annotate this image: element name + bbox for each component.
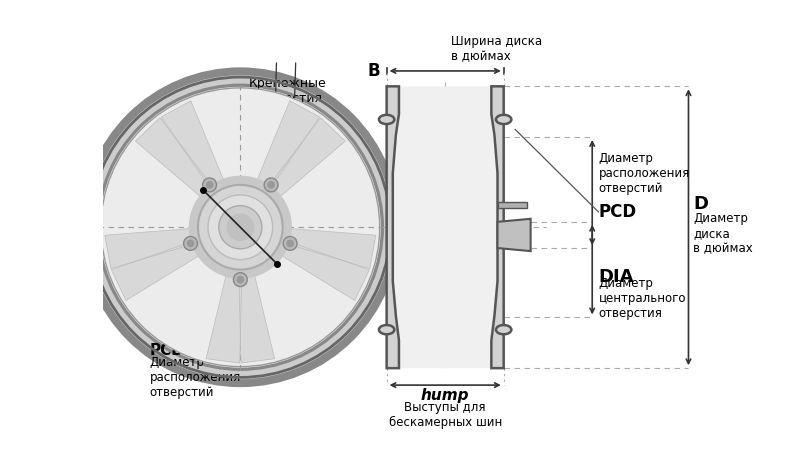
Text: Крепежные
отверстия: Крепежные отверстия: [249, 77, 327, 105]
Circle shape: [219, 206, 262, 249]
Circle shape: [227, 213, 254, 241]
Circle shape: [286, 239, 294, 248]
Text: Ширина диска
в дюймах: Ширина диска в дюймах: [451, 35, 542, 63]
Circle shape: [233, 273, 247, 287]
Polygon shape: [161, 101, 224, 189]
Polygon shape: [257, 101, 320, 189]
Polygon shape: [492, 86, 504, 368]
Text: B: B: [368, 62, 381, 80]
Circle shape: [90, 77, 390, 378]
Text: ET: ET: [408, 205, 431, 223]
Ellipse shape: [496, 325, 511, 334]
Circle shape: [264, 178, 278, 192]
Ellipse shape: [379, 115, 394, 124]
Text: Диаметр
диска
в дюймах: Диаметр диска в дюймах: [693, 212, 752, 255]
Polygon shape: [112, 241, 201, 301]
Text: Диаметр
расположения
отверстий: Диаметр расположения отверстий: [150, 356, 241, 399]
Text: Выступы для
бескамерных шин: Выступы для бескамерных шин: [389, 400, 501, 428]
Circle shape: [237, 276, 244, 284]
Text: Диаметр
расположения
отверстий: Диаметр расположения отверстий: [599, 152, 689, 195]
Text: PCD: PCD: [150, 343, 185, 358]
Circle shape: [267, 181, 275, 189]
Circle shape: [186, 239, 194, 248]
Polygon shape: [386, 86, 399, 368]
Polygon shape: [206, 274, 241, 363]
Text: hump: hump: [421, 388, 470, 403]
Circle shape: [189, 176, 292, 279]
Circle shape: [202, 178, 216, 192]
Polygon shape: [104, 229, 195, 269]
Polygon shape: [497, 202, 526, 208]
Ellipse shape: [496, 115, 511, 124]
Circle shape: [206, 181, 213, 189]
Circle shape: [208, 195, 273, 260]
Text: PCD: PCD: [599, 203, 637, 221]
Polygon shape: [393, 86, 497, 368]
Circle shape: [284, 237, 297, 250]
Text: Диаметр
центрального
отверстия: Диаметр центрального отверстия: [599, 277, 686, 320]
Polygon shape: [135, 118, 213, 198]
Text: DIA: DIA: [599, 268, 634, 286]
Polygon shape: [497, 219, 531, 251]
Circle shape: [101, 88, 380, 367]
Text: Вылет: Вылет: [399, 200, 441, 212]
Circle shape: [198, 185, 283, 270]
Polygon shape: [286, 229, 376, 269]
Polygon shape: [267, 118, 345, 198]
Polygon shape: [280, 241, 369, 301]
Text: D: D: [693, 195, 708, 213]
Polygon shape: [239, 274, 275, 363]
Ellipse shape: [379, 325, 394, 334]
Circle shape: [184, 237, 198, 250]
